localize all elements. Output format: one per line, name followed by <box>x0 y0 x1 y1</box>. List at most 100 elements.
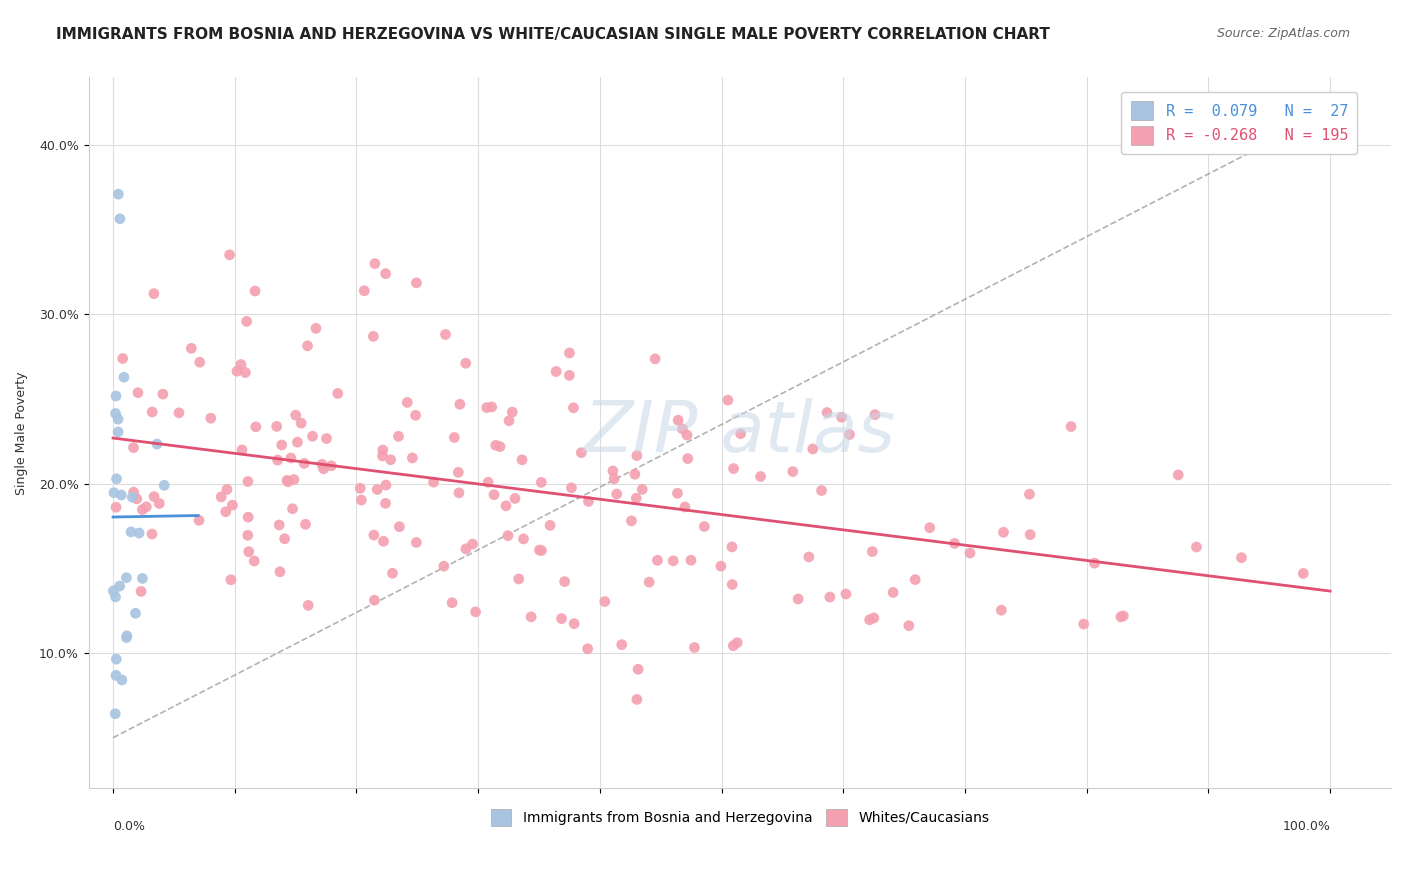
Point <box>422 475 444 490</box>
Point <box>496 529 519 543</box>
Point <box>380 452 402 467</box>
Point <box>209 490 232 504</box>
Point <box>782 465 804 479</box>
Point <box>363 528 385 542</box>
Point <box>433 559 456 574</box>
Point <box>725 635 748 649</box>
Point <box>810 483 832 498</box>
Point <box>560 481 582 495</box>
Point <box>105 500 128 515</box>
Point <box>226 364 249 378</box>
Point <box>554 574 576 589</box>
Point <box>562 616 585 631</box>
Text: Source: ZipAtlas.com: Source: ZipAtlas.com <box>1216 27 1350 40</box>
Point <box>717 393 740 408</box>
Point <box>723 639 745 653</box>
Point <box>897 618 920 632</box>
Point <box>662 554 685 568</box>
Point <box>266 453 288 467</box>
Point <box>111 351 134 366</box>
Point <box>127 385 149 400</box>
Point <box>301 429 323 443</box>
Point <box>558 368 581 383</box>
Point <box>405 409 427 423</box>
Point <box>443 430 465 444</box>
Point <box>434 327 457 342</box>
Point <box>529 543 551 558</box>
Point <box>550 612 572 626</box>
Point <box>530 543 553 558</box>
Point <box>349 481 371 495</box>
Point <box>626 491 648 506</box>
Point <box>120 524 142 539</box>
Point <box>610 638 633 652</box>
Point <box>235 314 257 328</box>
Point <box>530 475 553 490</box>
Point <box>215 483 238 497</box>
Point <box>673 500 696 514</box>
Point <box>373 534 395 549</box>
Point <box>882 585 904 599</box>
Point <box>269 565 291 579</box>
Point <box>485 438 508 452</box>
Point <box>188 355 211 369</box>
Point <box>503 491 526 506</box>
Point <box>277 475 299 489</box>
Point <box>993 525 1015 540</box>
Point <box>143 490 166 504</box>
Point <box>131 502 153 516</box>
Point <box>520 610 543 624</box>
Point <box>835 587 858 601</box>
Point <box>578 494 600 508</box>
Point <box>801 442 824 456</box>
Point <box>723 461 745 475</box>
Point <box>321 458 343 473</box>
Point <box>838 427 860 442</box>
Point <box>1230 550 1253 565</box>
Point <box>229 358 252 372</box>
Point <box>129 584 152 599</box>
Point <box>121 490 143 504</box>
Point <box>464 605 486 619</box>
Point <box>815 405 838 419</box>
Point <box>405 535 427 549</box>
Point <box>115 571 138 585</box>
Point <box>287 435 309 450</box>
Point <box>603 472 626 486</box>
Point <box>107 412 129 426</box>
Point <box>510 452 533 467</box>
Point <box>626 449 648 463</box>
Point <box>721 540 744 554</box>
Point <box>679 553 702 567</box>
Point <box>221 498 243 512</box>
Point <box>167 406 190 420</box>
Point <box>105 652 128 666</box>
Point <box>124 607 146 621</box>
Point <box>602 464 624 478</box>
Point <box>749 469 772 483</box>
Point <box>1073 617 1095 632</box>
Point <box>401 450 423 465</box>
Point <box>569 446 592 460</box>
Point <box>135 500 157 514</box>
Point <box>107 425 129 439</box>
Point <box>387 429 409 443</box>
Point <box>620 514 643 528</box>
Point <box>110 488 132 502</box>
Point <box>115 629 138 643</box>
Point <box>627 662 650 676</box>
Point <box>818 590 841 604</box>
Point <box>103 583 125 598</box>
Point <box>269 518 291 533</box>
Point <box>797 549 820 564</box>
Point <box>236 528 259 542</box>
Point <box>311 458 333 472</box>
Point <box>558 346 581 360</box>
Point <box>943 536 966 550</box>
Point <box>721 577 744 591</box>
Point <box>477 475 499 490</box>
Point <box>128 526 150 541</box>
Point <box>441 596 464 610</box>
Point <box>644 351 666 366</box>
Point <box>374 267 396 281</box>
